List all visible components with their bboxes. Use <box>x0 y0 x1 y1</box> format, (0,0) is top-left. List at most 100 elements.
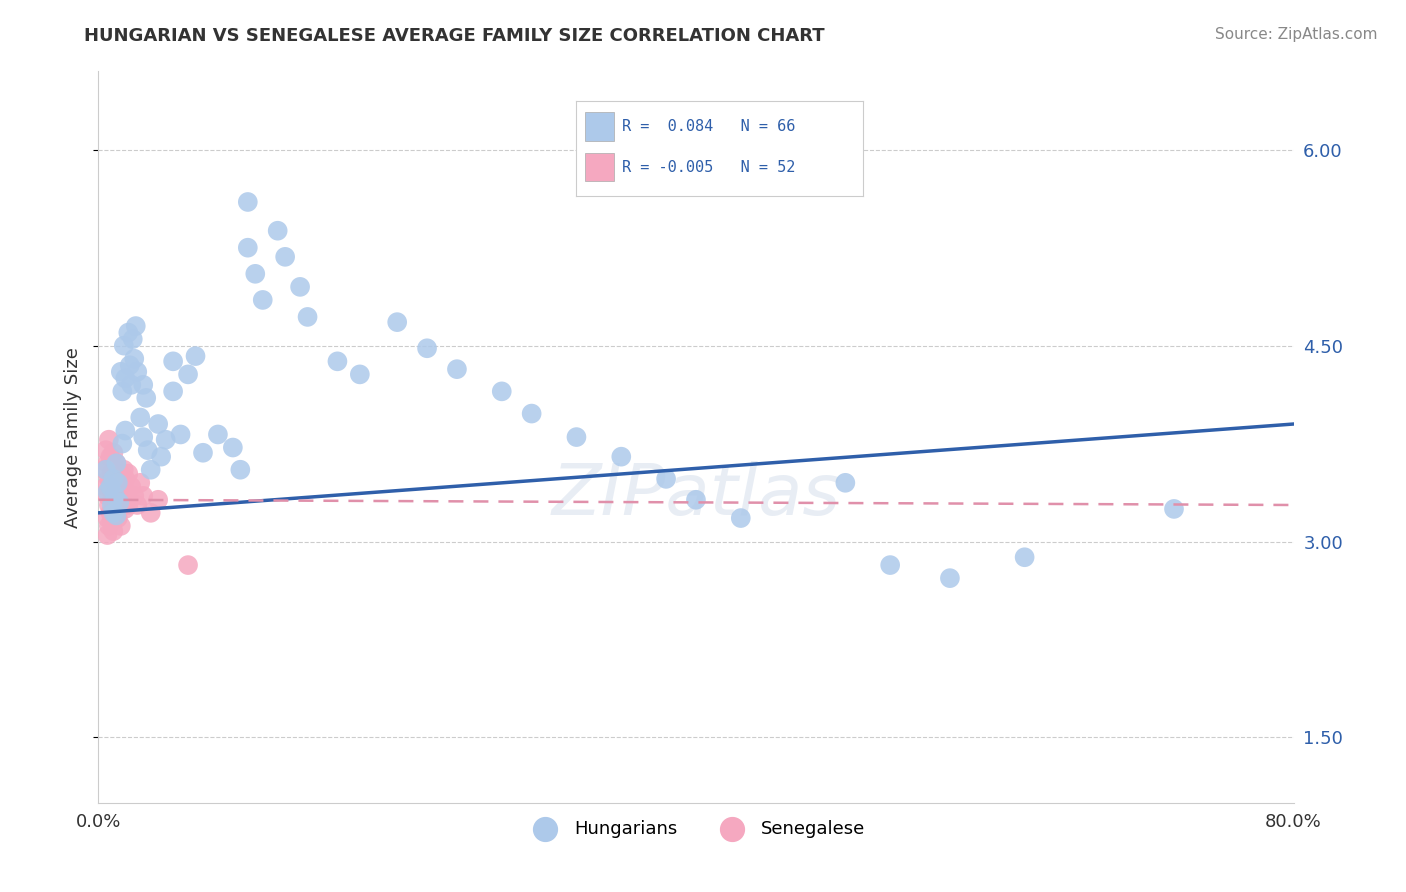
Point <box>169 427 191 442</box>
Point <box>104 511 127 525</box>
Point <box>111 498 134 512</box>
Point <box>114 502 136 516</box>
Point <box>96 511 118 525</box>
Point <box>103 472 125 486</box>
Point <box>1163 502 1185 516</box>
Point <box>191 446 214 460</box>
Point <box>101 515 124 529</box>
Point <box>103 446 125 460</box>
Y-axis label: Average Family Size: Average Family Size <box>65 347 83 527</box>
Point <box>107 489 129 503</box>
Point <box>132 430 155 444</box>
Point <box>103 506 125 520</box>
Point <box>297 310 319 324</box>
Point <box>111 436 134 450</box>
Point <box>94 443 117 458</box>
Point <box>125 319 148 334</box>
Point <box>288 280 311 294</box>
Point <box>101 492 124 507</box>
Point <box>446 362 468 376</box>
Point <box>139 463 162 477</box>
Point <box>127 365 149 379</box>
Point <box>879 558 901 573</box>
Point <box>121 332 143 346</box>
Point <box>236 194 259 209</box>
Point <box>96 485 118 500</box>
Point <box>94 480 117 494</box>
Point <box>110 519 132 533</box>
Text: Source: ZipAtlas.com: Source: ZipAtlas.com <box>1215 27 1378 42</box>
Point <box>184 349 207 363</box>
Point <box>155 433 177 447</box>
Point <box>124 351 146 366</box>
Point <box>565 430 588 444</box>
Point <box>105 485 128 500</box>
Text: ZIPatlas: ZIPatlas <box>551 461 841 530</box>
Point <box>117 498 139 512</box>
Point <box>97 472 120 486</box>
Point <box>115 485 138 500</box>
Point <box>111 384 134 399</box>
Point <box>104 463 127 477</box>
Point <box>491 384 513 399</box>
Point <box>730 511 752 525</box>
Point <box>97 433 120 447</box>
Point <box>655 472 678 486</box>
Point <box>108 498 131 512</box>
Point <box>136 443 159 458</box>
Point <box>252 293 274 307</box>
Point <box>148 492 170 507</box>
Point <box>112 489 135 503</box>
Point <box>685 492 707 507</box>
Point <box>150 450 173 464</box>
Point <box>96 456 118 470</box>
Point <box>114 472 136 486</box>
Point <box>103 472 125 486</box>
Point <box>1014 550 1036 565</box>
Point <box>94 463 117 477</box>
Point <box>107 463 129 477</box>
Legend: Hungarians, Senegalese: Hungarians, Senegalese <box>520 813 872 845</box>
Point <box>98 506 122 520</box>
Point <box>139 506 162 520</box>
Text: HUNGARIAN VS SENEGALESE AVERAGE FAMILY SIZE CORRELATION CHART: HUNGARIAN VS SENEGALESE AVERAGE FAMILY S… <box>84 27 825 45</box>
Point <box>96 528 118 542</box>
Point <box>93 463 115 477</box>
Point <box>129 475 152 490</box>
Point <box>416 341 439 355</box>
Point <box>111 475 134 490</box>
Point <box>110 365 132 379</box>
Point <box>108 472 131 486</box>
Point <box>105 456 128 470</box>
Point <box>104 489 127 503</box>
Point <box>135 391 157 405</box>
Point <box>177 558 200 573</box>
Point <box>229 463 252 477</box>
Point <box>101 467 124 481</box>
Point <box>120 480 142 494</box>
Point <box>267 224 290 238</box>
Point <box>120 377 142 392</box>
Point <box>110 467 132 481</box>
Point <box>114 371 136 385</box>
Point <box>117 326 139 340</box>
Point <box>114 424 136 438</box>
Point <box>520 407 543 421</box>
Point <box>98 480 122 494</box>
Point <box>162 384 184 399</box>
Point <box>105 508 128 523</box>
Point <box>326 354 349 368</box>
Point <box>110 492 132 507</box>
Point <box>101 498 124 512</box>
Point <box>108 495 131 509</box>
Point <box>132 377 155 392</box>
Point <box>148 417 170 431</box>
Point <box>939 571 962 585</box>
Point <box>96 489 118 503</box>
Point <box>112 338 135 352</box>
Point <box>103 502 125 516</box>
Point <box>127 498 149 512</box>
Point <box>98 480 122 494</box>
Point <box>104 489 127 503</box>
Point <box>107 511 129 525</box>
